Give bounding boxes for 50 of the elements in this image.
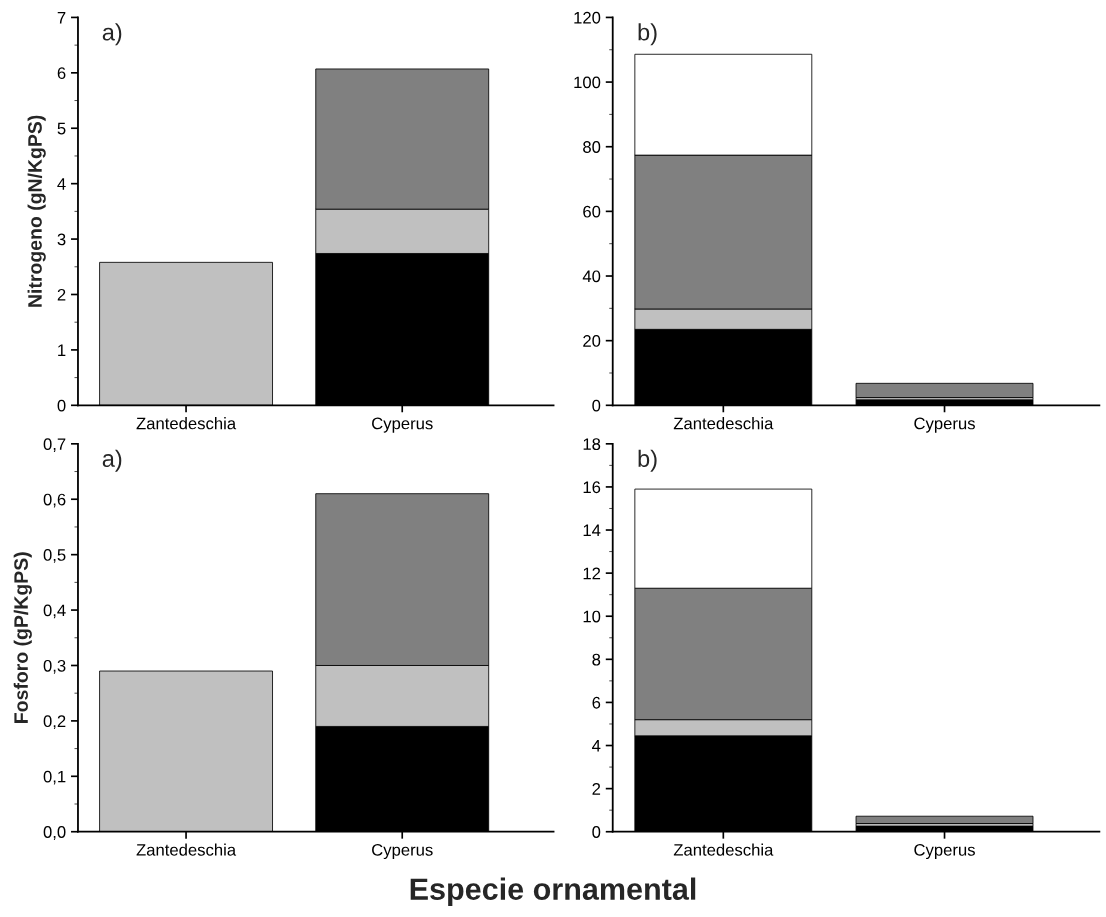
bar — [855, 382, 1034, 398]
x-axis-title: Especie ornamental — [410, 877, 696, 906]
x-tick-label: Cyperus — [914, 417, 975, 433]
y-tick-label: 16 — [583, 481, 601, 494]
y-tick-label: 80 — [583, 141, 601, 153]
y-tick-label: 4 — [592, 740, 601, 752]
y-tick-label: 7 — [57, 12, 66, 24]
bar — [855, 815, 1034, 824]
y-tick-label: 14 — [583, 524, 601, 537]
y-tick-label: 60 — [583, 205, 601, 218]
x-tick-label: Zantedeschia — [136, 417, 237, 430]
annotation: b) — [638, 23, 657, 46]
annotation: a) — [102, 23, 122, 46]
x-tick-label: Cyperus — [372, 417, 433, 433]
y-tick-label: 2 — [592, 783, 601, 795]
y-tick-label: 0,4 — [43, 604, 66, 619]
y-tick-label: 12 — [583, 567, 601, 580]
y-tick-label: 6 — [57, 67, 66, 80]
y-tick-label: 40 — [582, 270, 601, 283]
y-tick-label: 20 — [583, 335, 601, 347]
y-tick-label: 0,2 — [43, 715, 66, 730]
y-tick-label: 0 — [592, 399, 601, 412]
x-tick-label: Zantedeschia — [673, 417, 774, 430]
y-tick-label: 0,7 — [43, 438, 66, 452]
y-tick-label: 100 — [574, 76, 601, 89]
x-tick-label: Zantedeschia — [673, 843, 774, 856]
y-tick-label: 0,0 — [43, 826, 66, 840]
y-tick-label: 0,5 — [43, 549, 66, 563]
y-tick-label: 4 — [57, 178, 66, 190]
x-tick-label: Cyperus — [372, 843, 433, 860]
y-tick-label: 1 — [58, 344, 66, 356]
y-tick-label: 0,6 — [43, 493, 66, 508]
y-tick-label: 6 — [592, 696, 601, 709]
y-tick-label: 0,1 — [43, 770, 66, 785]
y-axis-title: Nitrogeno (gN/KgPS) — [27, 115, 46, 307]
y-tick-label: 120 — [574, 11, 601, 24]
annotation: a) — [102, 449, 122, 472]
x-tick-label: Zantedeschia — [136, 843, 237, 856]
y-tick-label: 0 — [592, 826, 601, 838]
y-axis-title: Fosforo (gP/KgPS) — [13, 552, 32, 723]
y-tick-label: 10 — [583, 610, 601, 623]
y-tick-label: 18 — [583, 438, 601, 451]
y-tick-label: 3 — [57, 233, 66, 246]
y-tick-label: 2 — [57, 288, 66, 301]
y-tick-label: 0 — [57, 399, 66, 412]
y-tick-label: 8 — [592, 653, 601, 666]
y-tick-label: 5 — [57, 122, 66, 135]
y-tick-label: 0,3 — [43, 659, 66, 674]
annotation: b) — [638, 449, 657, 472]
x-tick-label: Cyperus — [914, 843, 975, 860]
